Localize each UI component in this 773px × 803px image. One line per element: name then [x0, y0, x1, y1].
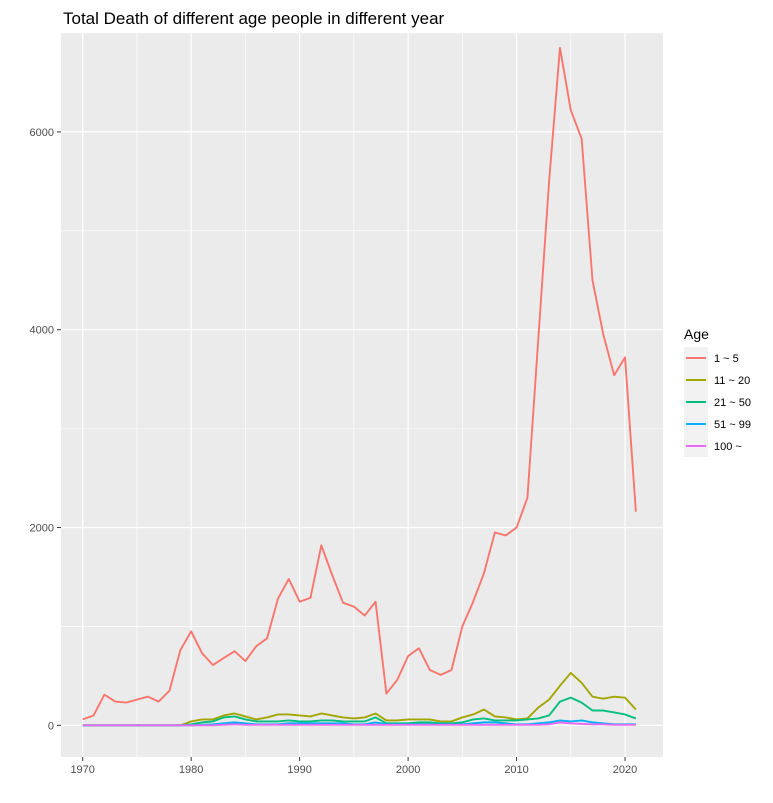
y-tick-label: 6000	[30, 127, 54, 139]
legend-label: 100 ~	[714, 441, 742, 453]
x-tick-label: 2000	[396, 764, 420, 776]
x-tick-label: 1970	[70, 764, 94, 776]
legend-label: 1 ~ 5	[714, 353, 739, 365]
x-tick-label: 2020	[613, 764, 637, 776]
series-line-0	[82, 46, 637, 721]
grid-major	[61, 33, 663, 757]
legend-label: 51 ~ 99	[714, 419, 751, 431]
legend-label: 21 ~ 50	[714, 397, 751, 409]
x-axis: 1970 1980 1990 2000 2010 2020	[70, 757, 637, 776]
series-line-4	[82, 721, 636, 727]
chart-title: Total Death of different age people in d…	[63, 9, 445, 28]
y-tick-label: 0	[48, 720, 54, 732]
legend: Age 1 ~ 5 11 ~ 20 21 ~ 50 51 ~ 99 100 ~	[684, 326, 751, 457]
legend-label: 11 ~ 20	[714, 375, 750, 387]
x-tick-label: 1980	[179, 764, 203, 776]
plot-panel	[61, 33, 663, 757]
y-tick-label: 4000	[30, 325, 54, 337]
x-tick-label: 2010	[504, 764, 528, 776]
legend-title: Age	[684, 326, 709, 342]
grid-minor	[61, 32, 663, 757]
x-tick-label: 1990	[287, 764, 311, 776]
series-layer	[82, 46, 637, 727]
y-axis: 0 2000 4000 6000	[30, 127, 61, 732]
y-tick-label: 2000	[30, 523, 54, 535]
